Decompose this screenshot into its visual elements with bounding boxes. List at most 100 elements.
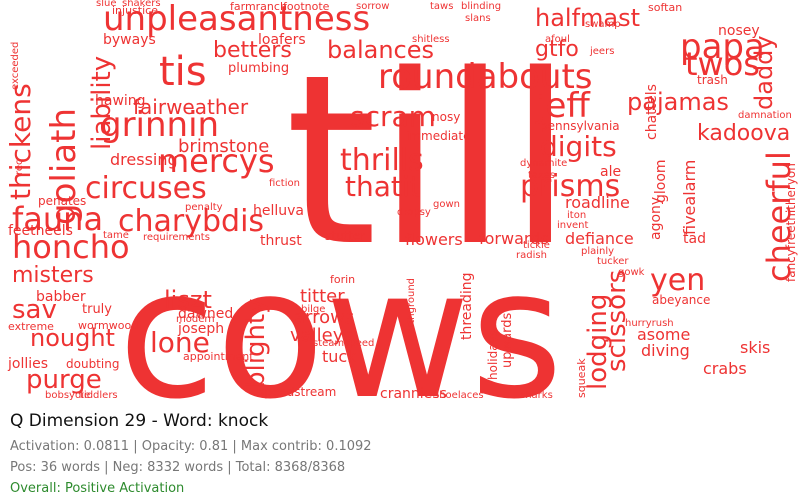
cloud-word: immediate (406, 129, 471, 143)
word-count-stats: Pos: 36 words | Neg: 8332 words | Total:… (10, 460, 346, 475)
cloud-word: requirements (143, 232, 210, 243)
cloud-word: afoul (545, 34, 570, 45)
cloud-word: halfmast (535, 4, 640, 32)
cloud-word: grinnin (100, 105, 219, 145)
cloud-word: extreme (8, 320, 54, 333)
cloud-word: thrills (340, 143, 424, 178)
cloud-word: penalty (185, 202, 223, 213)
cloud-word: blinding (461, 1, 501, 12)
cloud-word: daddy (750, 35, 778, 110)
cloud-word: plumbing (228, 61, 289, 76)
cloud-word: till (285, 25, 573, 298)
cloud-word: unpleasantness (103, 0, 370, 39)
cloud-word: damnation (738, 110, 792, 121)
cloud-word: shakers (122, 0, 161, 9)
cloud-word: cheerful (760, 151, 798, 282)
cloud-word: sav (12, 295, 57, 325)
cloud-word: softan (648, 1, 682, 14)
cloud-word: dynamite (520, 158, 567, 169)
cloud-word: exceeded (10, 42, 21, 90)
cloud-word: babber (36, 289, 86, 305)
cloud-word: flowers (405, 230, 463, 249)
cloud-word: diving (641, 341, 690, 360)
cloud-word: jeff (535, 86, 591, 126)
cloud-word: steamspeed (313, 338, 374, 349)
cloud-word: purge (26, 365, 102, 395)
cloud-word: slans (465, 13, 491, 24)
cloud-word: footnote (283, 0, 330, 13)
cloud-word: fancyfreethitheryon (784, 163, 798, 282)
cloud-word: rec (14, 159, 25, 175)
cloud-word: mercys (158, 142, 275, 180)
cloud-word: prisms (520, 169, 620, 204)
cloud-word: arrows (294, 307, 354, 328)
cloud-word: injustice (112, 4, 158, 17)
cloud-word: penates (38, 194, 86, 208)
cloud-word: earthground (406, 278, 417, 340)
cloud-word: roundabouts (378, 57, 593, 97)
cloud-word: shoelaces (434, 390, 484, 401)
cloud-word: lodging (583, 294, 613, 390)
cloud-word: gown (433, 199, 460, 210)
cloud-word: appointment (183, 350, 254, 363)
cloud-word: misters (12, 263, 94, 288)
cloud-word: stutter (325, 229, 365, 243)
cloud-word: agony (648, 197, 664, 240)
cloud-word: shitless (412, 34, 450, 45)
cloud-word: crabs (703, 359, 747, 378)
cloud-word: papa (680, 27, 765, 67)
cloud-word: thickens (4, 83, 37, 200)
cloud-word: fauna (12, 200, 103, 238)
cloud-word: thatit (345, 170, 421, 203)
cloud-word: gtfo (535, 37, 579, 62)
cloud-word: scram (350, 100, 436, 133)
cloud-word: bilge (301, 304, 325, 315)
cloud-word: farmranch (230, 0, 287, 13)
cloud-word: valleys (290, 325, 353, 346)
word-cloud-canvas: till cows unpleasantness roundabouts gol… (4, 0, 798, 403)
cloud-word: pennsylvania (540, 119, 620, 133)
cloud-word: honcho (12, 228, 130, 266)
cloud-word: thrust (260, 233, 302, 249)
cloud-word: liszt (164, 286, 212, 314)
cloud-word: charybdis (118, 204, 264, 239)
cloud-word: helluva (253, 203, 304, 219)
cloud-word: nought (30, 324, 115, 352)
cloud-word: speedstream (258, 385, 336, 399)
cloud-word: pajamas (627, 88, 729, 116)
cloud-word: twos (685, 45, 760, 83)
cloud-word: tucker (597, 256, 629, 267)
cloud-word: hurryrush (625, 318, 674, 329)
cloud-word: sharks (520, 390, 553, 401)
cloud-word: taws (430, 1, 453, 12)
cloud-word: ale (600, 164, 621, 180)
cloud-word: hawing (95, 93, 146, 109)
cloud-word: nosey (718, 23, 760, 39)
cloud-word: threading (459, 272, 475, 340)
cloud-word: circuses (85, 171, 207, 206)
cloud-word: asome (637, 325, 690, 344)
cloud-word: dressing (110, 150, 178, 169)
cloud-word: goliath (44, 108, 84, 225)
cloud-word: lone (150, 326, 210, 359)
cloud-word: titter (300, 286, 345, 307)
cloud-word: holidays (486, 330, 500, 380)
cloud-word: fairweather (133, 95, 249, 119)
cloud-word: invent (557, 220, 589, 231)
cloud-word: iton (567, 210, 586, 221)
cloud-word: scissors (602, 270, 632, 372)
cloud-word: tiddlers (80, 390, 118, 401)
cloud-word: plainly (581, 246, 614, 257)
cloud-word: chattels (644, 84, 660, 140)
cloud-word: sorrow (356, 1, 389, 12)
word-cloud: till cows unpleasantness roundabouts gol… (4, 0, 798, 403)
cloud-word: gloom (653, 159, 669, 203)
cloud-word: yen (650, 263, 705, 298)
cloud-word: slue (96, 0, 116, 9)
cloud-word: balances (327, 36, 434, 64)
dimension-title: Q Dimension 29 - Word: knock (10, 411, 269, 431)
cloud-word: jollies (7, 356, 48, 372)
cloud-word: tame (103, 230, 129, 241)
overall-activation-label: Overall: Positive Activation (10, 481, 185, 496)
cloud-word: dawned (178, 306, 233, 322)
